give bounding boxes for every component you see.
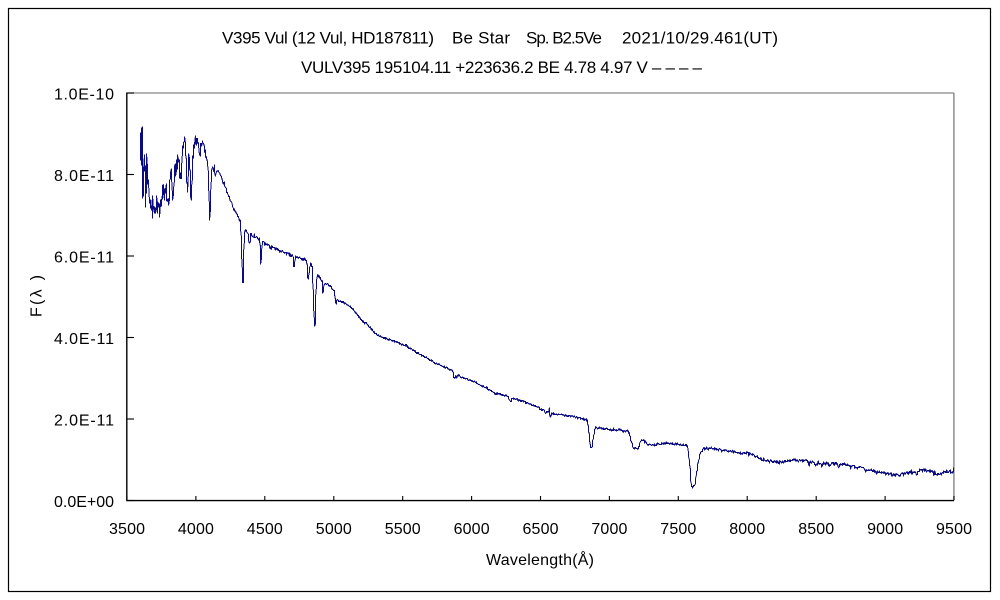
svg-text:2.0E-11: 2.0E-11 [54,413,114,430]
svg-text:4500: 4500 [247,521,283,538]
svg-text:3500: 3500 [109,521,145,538]
svg-text:6500: 6500 [523,521,559,538]
svg-text:Wavelength(Å): Wavelength(Å) [486,550,594,569]
svg-text:F(λ ): F(λ ) [29,275,46,317]
svg-text:VULV395 195104.11 +223636.2 BE: VULV395 195104.11 +223636.2 BE 4.78 4.97… [301,58,703,77]
svg-text:V395 Vul (12 Vul, HD187811)Be: V395 Vul (12 Vul, HD187811) Be Star Sp. B2… [222,29,778,48]
svg-text:7500: 7500 [660,521,696,538]
svg-text:8000: 8000 [729,521,765,538]
svg-text:4000: 4000 [178,521,214,538]
svg-text:5500: 5500 [385,521,421,538]
svg-text:4.0E-11: 4.0E-11 [54,331,114,348]
svg-text:9500: 9500 [936,521,972,538]
svg-text:6000: 6000 [454,521,490,538]
svg-text:9000: 9000 [867,521,903,538]
svg-text:7000: 7000 [591,521,627,538]
svg-text:8500: 8500 [798,521,834,538]
svg-text:5000: 5000 [316,521,352,538]
svg-text:6.0E-11: 6.0E-11 [54,250,114,267]
svg-text:1.0E-10: 1.0E-10 [54,87,114,104]
svg-text:8.0E-11: 8.0E-11 [54,168,114,185]
svg-text:0.0E+00: 0.0E+00 [54,494,114,511]
